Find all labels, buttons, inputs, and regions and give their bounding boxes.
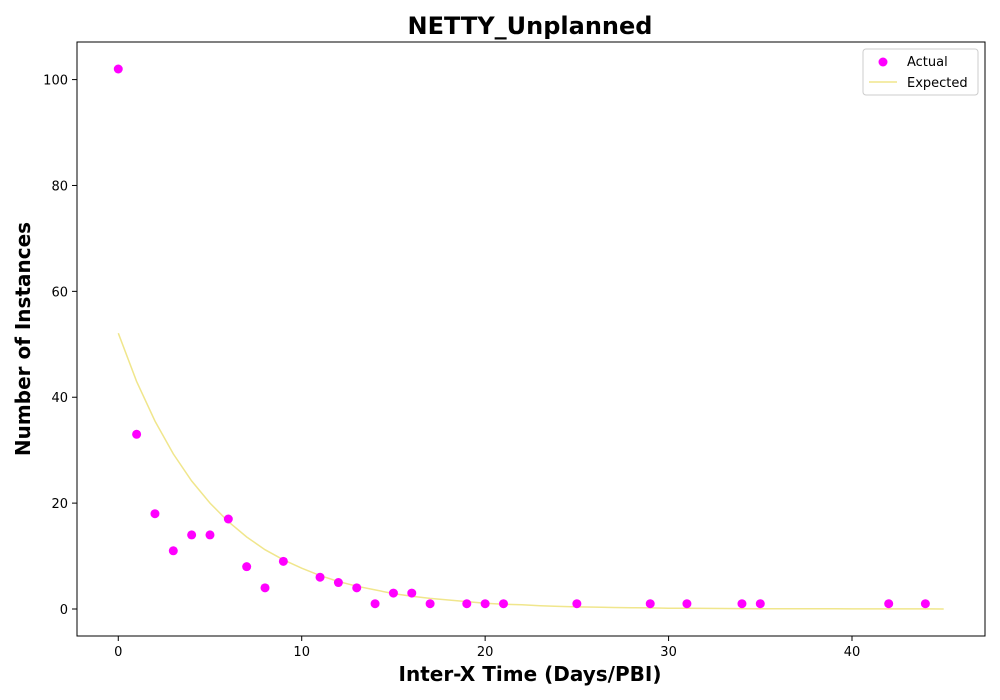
legend-actual-label: Actual — [907, 55, 948, 70]
series-actual-point — [737, 599, 747, 609]
series-actual-point — [682, 599, 692, 609]
x-tick-label: 20 — [477, 645, 494, 660]
series-actual-point — [370, 599, 380, 609]
x-axis-title: Inter-X Time (Days/PBI) — [399, 662, 662, 686]
y-tick-label: 60 — [51, 285, 68, 300]
series-actual-point — [352, 583, 362, 593]
series-actual-point — [388, 588, 398, 598]
x-tick-label: 10 — [293, 645, 310, 660]
plot-frame — [76, 41, 986, 637]
y-tick-label: 40 — [51, 391, 68, 406]
y-tick-label: 0 — [60, 603, 68, 618]
plot-area: 0 10 20 30 40 0 20 40 60 80 100 — [43, 64, 944, 660]
series-actual-point — [645, 599, 655, 609]
series-actual-point — [462, 599, 472, 609]
chart-title: NETTY_Unplanned — [408, 12, 653, 40]
legend-actual-marker — [878, 57, 888, 67]
x-tick-label: 40 — [844, 645, 861, 660]
x-tick-label: 30 — [660, 645, 677, 660]
series-actual-point — [498, 599, 508, 609]
legend-expected-label: Expected — [907, 76, 968, 91]
series-actual-point — [572, 599, 582, 609]
y-tick-label: 20 — [51, 497, 68, 512]
series-actual-point — [407, 588, 417, 598]
series-actual-point — [187, 530, 197, 540]
series-actual-point — [168, 546, 178, 556]
series-actual-point — [278, 556, 288, 566]
series-actual-point — [150, 509, 160, 519]
series-expected-line — [117, 332, 944, 610]
series-actual-point — [333, 578, 343, 588]
series-actual-point — [920, 599, 930, 609]
legend: Actual Expected — [862, 48, 979, 96]
y-tick-label: 100 — [43, 74, 68, 89]
series-actual-point — [113, 64, 123, 74]
x-tick-label: 0 — [114, 645, 122, 660]
series-actual-point — [315, 572, 325, 582]
series-actual-point — [260, 583, 270, 593]
series-actual-point — [242, 562, 252, 572]
series-actual-point — [132, 429, 142, 439]
series-actual-point — [755, 599, 765, 609]
series-actual-point — [205, 530, 215, 540]
y-tick-label: 80 — [51, 179, 68, 194]
series-actual-point — [223, 514, 233, 524]
legend-box — [862, 48, 979, 96]
series-actual-point — [480, 599, 490, 609]
series-actual-point — [425, 599, 435, 609]
y-axis-title: Number of Instances — [11, 222, 35, 456]
series-actual-point — [884, 599, 894, 609]
